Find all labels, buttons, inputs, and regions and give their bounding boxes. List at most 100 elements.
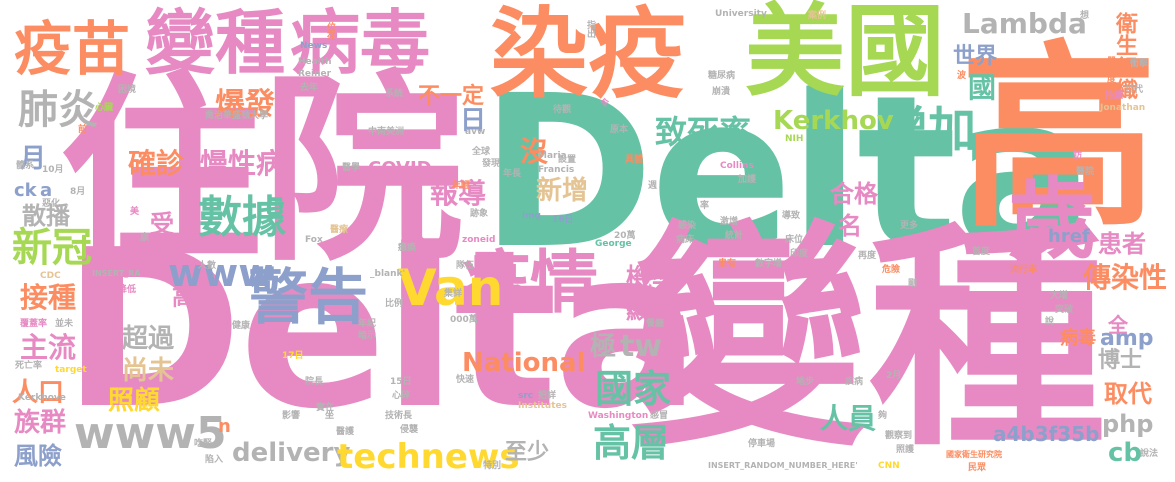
word-cloud-word: 病床 — [676, 236, 694, 245]
word-cloud-word: 集詳 — [444, 290, 462, 299]
word-cloud-word: 統計 — [725, 232, 743, 241]
word-cloud-word: 高於 — [172, 288, 216, 310]
word-cloud-word: 照顧 — [108, 388, 160, 414]
word-cloud-word: img — [522, 212, 541, 221]
word-cloud-word: a4b3f35b — [993, 424, 1100, 444]
word-cloud-word: n — [218, 418, 231, 436]
word-cloud-word: Francis — [538, 166, 574, 175]
word-cloud-word: 世代 — [1125, 86, 1143, 95]
word-cloud-word: 主流 — [20, 334, 76, 362]
word-cloud-word: COVID — [368, 160, 432, 178]
word-cloud-word: 醫院 — [1076, 168, 1094, 177]
word-cloud-word: 17日 — [282, 352, 304, 361]
word-cloud-word: 波 — [957, 72, 966, 81]
word-cloud-word: 說法 — [1140, 450, 1158, 459]
word-cloud-word: 病毒 — [1060, 330, 1096, 348]
word-cloud-word: 剛 — [908, 280, 917, 289]
word-cloud-word: 惡化 — [42, 200, 60, 209]
word-cloud-word: 接種 — [20, 284, 76, 312]
word-cloud-word: 體系 — [16, 162, 34, 171]
word-cloud-word: 變種 — [145, 8, 285, 78]
word-cloud-word: 感冒 — [650, 412, 668, 421]
word-cloud-word: CDC — [40, 272, 61, 281]
word-cloud-word: 比例 — [385, 300, 403, 309]
word-cloud-word: 特別 — [483, 462, 501, 471]
word-cloud-word: 嚴重度 — [1105, 56, 1114, 83]
word-cloud-word: Jonathan — [1100, 104, 1145, 113]
word-cloud-word: 前 — [78, 126, 87, 135]
word-cloud-word: 崩潰 — [712, 88, 730, 97]
word-cloud-word: 歲 — [1008, 176, 1096, 264]
word-cloud-word: 想 — [1080, 12, 1089, 21]
word-cloud-word: 10月 — [42, 166, 64, 175]
word-cloud-word: 把詳 — [538, 392, 556, 401]
word-cloud-word: Van — [398, 263, 503, 313]
word-cloud-word: 中南美洲 — [368, 128, 404, 137]
word-cloud-word: 增加 — [880, 106, 976, 154]
word-cloud-word: 心碎 — [392, 392, 410, 401]
word-cloud-word: 地步 — [796, 378, 814, 387]
word-cloud-word: 15日 — [390, 378, 412, 387]
word-cloud-word: 侵襲 — [400, 426, 418, 435]
word-cloud-word: 全 — [1108, 315, 1128, 335]
word-cloud-word: 至少 — [505, 442, 549, 464]
word-cloud-word: 20萬 — [614, 232, 636, 241]
word-cloud-word: 健康 — [232, 322, 250, 331]
word-cloud-word: 16日 — [552, 216, 574, 225]
word-cloud-word: 年輕 — [452, 182, 470, 191]
word-cloud-word: 印度 — [790, 250, 808, 259]
word-cloud-word: 數字增 — [755, 260, 782, 269]
word-cloud-word: 令 — [600, 100, 609, 109]
word-cloud-word: 疫苗 — [14, 20, 130, 78]
word-cloud-word: 2月 — [886, 372, 901, 381]
word-cloud-word: 具體 — [625, 156, 643, 165]
word-cloud-word: 降低 — [118, 286, 136, 295]
word-cloud-word: CNN — [878, 462, 900, 471]
word-cloud-word: 年紀 — [358, 320, 376, 329]
word-cloud-word: 夠 — [878, 412, 887, 421]
word-cloud-word: 陷入 — [205, 456, 223, 465]
word-cloud-word: Kerkhov — [773, 108, 894, 134]
word-cloud-word: 手術 — [582, 290, 600, 299]
word-cloud-word: 人員 — [820, 405, 876, 433]
word-cloud-word: 新增 — [536, 178, 588, 204]
word-cloud-word: INSERT_RA — [92, 270, 141, 278]
word-cloud-word: 疾病 — [845, 378, 863, 387]
word-cloud-word: 感染 — [678, 222, 696, 231]
word-cloud-word: 康 — [140, 234, 149, 243]
word-cloud-word: NIH — [785, 135, 803, 144]
word-cloud-word: www5 — [74, 412, 227, 456]
word-cloud-word: src — [518, 392, 533, 401]
word-cloud-word: 設置 — [558, 156, 576, 165]
word-cloud-word: 發現 — [482, 160, 500, 169]
word-cloud-word: George — [595, 240, 632, 249]
word-cloud-word: php — [1102, 412, 1153, 436]
word-cloud-word: 去年 — [300, 84, 318, 93]
word-cloud-word: 致死率 — [655, 116, 751, 148]
word-cloud-word: Collins — [720, 162, 754, 171]
word-cloud-word: zoneid — [462, 236, 495, 245]
word-cloud-word: href — [1048, 228, 1090, 246]
word-cloud-word: 再度 — [858, 252, 876, 261]
word-cloud-word: 首度 — [972, 248, 990, 257]
word-cloud-word: 醫療 — [330, 226, 348, 235]
word-cloud-word: 美國 — [745, 2, 945, 102]
word-cloud-word: _blank' — [370, 270, 405, 279]
word-cloud-word: 位在 — [325, 22, 334, 40]
word-cloud-word: delivery — [232, 440, 350, 466]
word-cloud-word: 國 — [968, 74, 996, 102]
word-cloud-word: 風險 — [14, 444, 62, 468]
word-cloud-word: 大增 — [1050, 292, 1068, 301]
word-cloud-word: 年長 — [503, 170, 521, 179]
word-cloud-word: Reiner — [298, 70, 331, 79]
word-cloud-word: 醫護 — [336, 428, 354, 437]
word-cloud-word: Fox — [305, 236, 323, 245]
word-cloud-word: 取代 — [1104, 382, 1152, 406]
word-cloud-word: University — [715, 10, 767, 19]
word-cloud-word: 患有 — [718, 260, 736, 269]
word-cloud-word: 數據 — [198, 196, 286, 240]
word-cloud-word: 國家衛生研究院 — [946, 451, 1002, 459]
word-cloud-word: 案例 — [808, 12, 826, 21]
word-cloud-word: 持續 — [1105, 92, 1123, 101]
word-cloud-word: Washington — [588, 412, 648, 421]
